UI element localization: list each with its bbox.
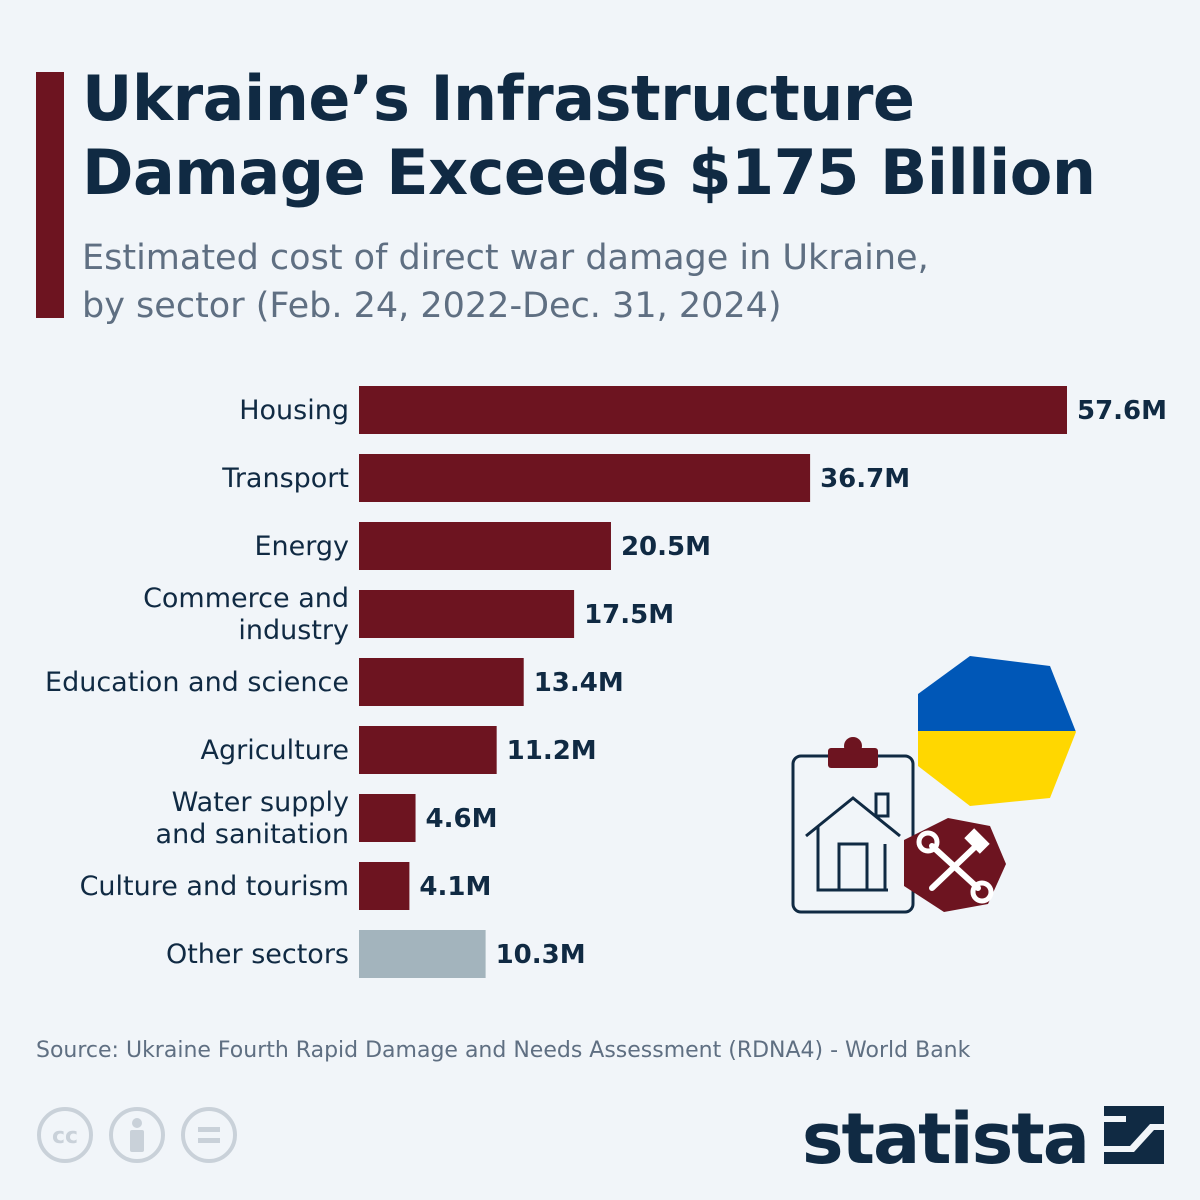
category-label-1: Transport	[221, 463, 349, 494]
value-label-8: 10.3M	[496, 940, 586, 970]
title-line-2: Damage Exceeds $175 Billion	[82, 136, 1096, 209]
category-label-8: Other sectors	[166, 939, 349, 970]
value-label-2: 20.5M	[621, 532, 711, 562]
category-label-5: Agriculture	[201, 735, 350, 766]
subtitle-line-2: by sector (Feb. 24, 2022-Dec. 31, 2024)	[82, 286, 782, 326]
clipboard-house-icon	[791, 754, 915, 914]
value-label-5: 11.2M	[507, 736, 597, 766]
ukraine-flag-badge-icon	[918, 656, 1076, 806]
attribution-icon[interactable]	[108, 1106, 166, 1164]
value-label-1: 36.7M	[820, 464, 910, 494]
cc-label: cc	[52, 1124, 78, 1149]
bar-4	[359, 658, 524, 706]
bar-2	[359, 522, 611, 570]
category-label-0: Housing	[239, 395, 349, 426]
bar-6	[359, 794, 416, 842]
subtitle-line-1: Estimated cost of direct war damage in U…	[82, 238, 929, 278]
category-label-2: Energy	[254, 531, 349, 562]
category-label-7: Culture and tourism	[80, 871, 349, 902]
illustration	[780, 650, 1090, 944]
statista-wordmark[interactable]: statista	[801, 1098, 1090, 1180]
category-label-3: Commerce and industry	[143, 583, 349, 646]
creative-commons-icon[interactable]: cc	[36, 1106, 94, 1164]
category-label-4: Education and science	[45, 667, 349, 698]
bar-chart: 57.6M Housing 36.7M Transport 20.5M Energy 17.…	[45, 386, 1167, 978]
bar-8	[359, 930, 486, 978]
bar-1	[359, 454, 811, 502]
title-line-1: Ukraine’s Infrastructure	[82, 62, 915, 135]
subtitle: Estimated cost of direct war damage in U…	[82, 234, 1082, 330]
statista-logo-icon[interactable]	[1104, 1106, 1164, 1164]
value-label-3: 17.5M	[584, 600, 674, 630]
value-label-6: 4.6M	[426, 804, 498, 834]
value-label-7: 4.1M	[419, 872, 491, 902]
bar-7	[359, 862, 410, 910]
bar-3	[359, 590, 575, 638]
value-label-4: 13.4M	[534, 668, 624, 698]
accent-bar	[36, 72, 64, 318]
bar-0	[359, 386, 1067, 434]
value-label-0: 57.6M	[1077, 396, 1167, 426]
category-label-6: Water supply and sanitation	[156, 787, 349, 850]
page-title: Ukraine’s Infrastructure Damage Exceeds …	[82, 62, 1182, 210]
license-icons: cc	[36, 1106, 238, 1164]
tools-badge-icon	[904, 818, 1006, 912]
bar-5	[359, 726, 497, 774]
no-derivatives-icon[interactable]	[180, 1106, 238, 1164]
source-note: Source: Ukraine Fourth Rapid Damage and …	[36, 1038, 971, 1063]
